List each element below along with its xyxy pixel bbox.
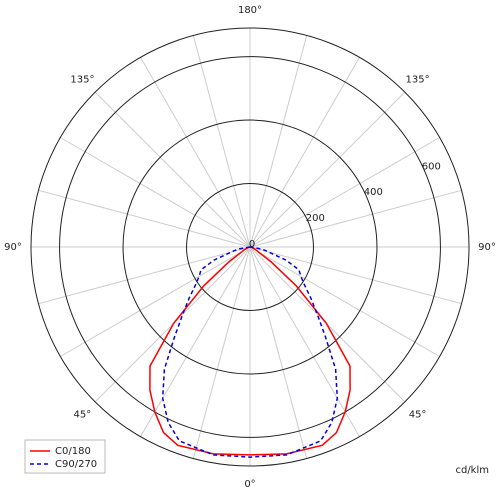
angle-tick-label: 135° [406, 74, 430, 85]
radial-tick-label: 200 [306, 213, 325, 224]
angle-grid-line [249, 35, 308, 248]
angle-grid-line [249, 91, 406, 248]
angle-grid-line [249, 246, 360, 437]
series-line [149, 246, 351, 456]
legend-box [24, 439, 106, 474]
radial-grid-circle [186, 183, 314, 311]
angle-tick-label: 45° [74, 410, 92, 421]
angle-grid-line [192, 246, 251, 459]
angle-grid-line [60, 137, 251, 248]
angle-grid-line [60, 246, 251, 357]
unit-label: cd/klm [455, 465, 489, 476]
radial-tick-label: 600 [422, 161, 441, 172]
angle-grid-line [249, 246, 308, 459]
legend-label: C90/270 [55, 459, 97, 470]
angle-grid-line [249, 57, 360, 248]
angle-tick-label: 180° [238, 5, 262, 16]
radial-grid-circle [59, 56, 441, 438]
angle-grid-line [192, 35, 251, 248]
angle-tick-label: 90° [478, 242, 496, 253]
angle-grid-line [94, 91, 251, 248]
angle-grid-line [140, 246, 251, 437]
angle-grid-line [249, 189, 462, 248]
angle-grid-line [38, 189, 251, 248]
outer-circle [30, 27, 470, 467]
radial-tick-label: 400 [364, 187, 383, 198]
angle-grid-line [249, 246, 462, 305]
angle-tick-label: 0° [244, 479, 255, 490]
radial-tick-label: 0 [249, 239, 255, 250]
angle-grid-line [38, 246, 251, 305]
radial-grid-circle [122, 119, 378, 375]
angle-tick-label: 90° [4, 242, 22, 253]
legend-label: C0/180 [55, 446, 91, 457]
angle-tick-label: 135° [70, 74, 94, 85]
angle-grid-line [140, 57, 251, 248]
series-line [161, 246, 339, 458]
angle-tick-label: 45° [409, 410, 427, 421]
angle-grid-line [249, 246, 440, 357]
angle-grid-line [249, 137, 440, 248]
